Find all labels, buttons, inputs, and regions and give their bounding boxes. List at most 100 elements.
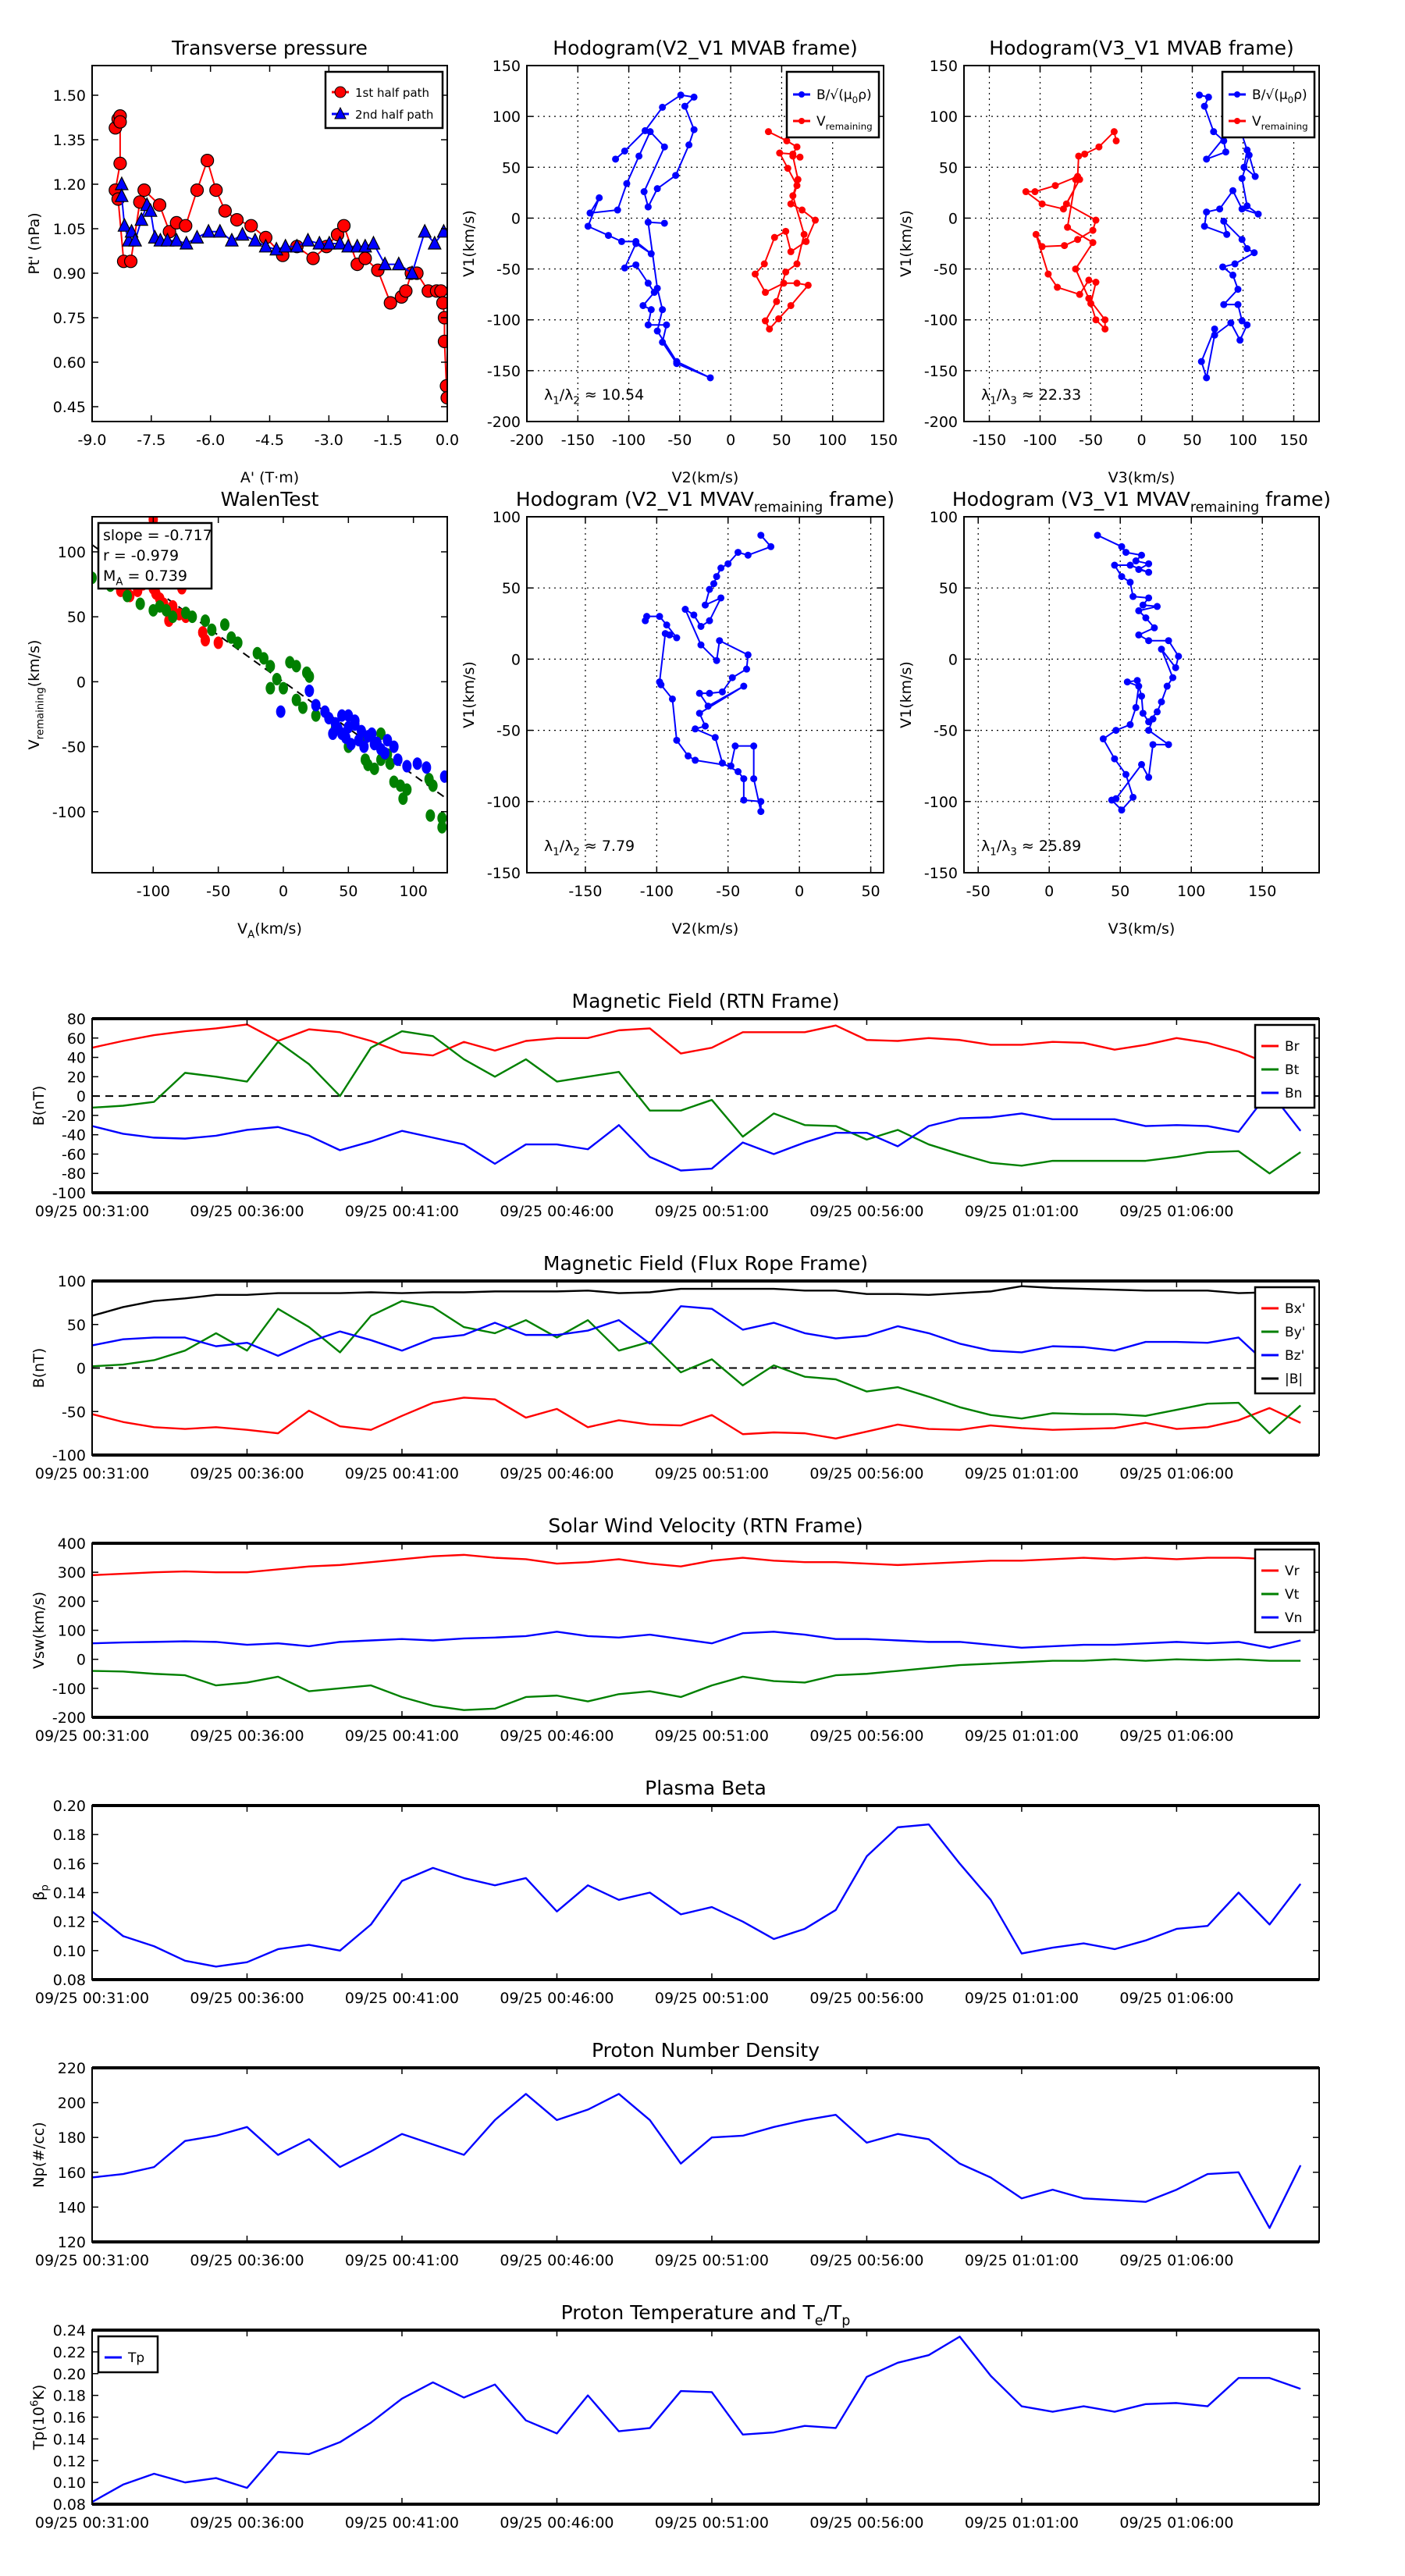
data-point (1211, 325, 1218, 333)
series-Vn (92, 1631, 1301, 1649)
y-tick-label: -200 (52, 1710, 86, 1727)
series-line (92, 1023, 1301, 1066)
x-tick-label: 09/25 00:31:00 (35, 1990, 149, 2007)
data-point (1222, 148, 1229, 156)
data-point (1095, 143, 1103, 151)
data-point (259, 652, 269, 665)
y-tick-label: 50 (502, 580, 521, 597)
legend-label: Bn (1285, 1086, 1302, 1101)
plot-area (92, 517, 447, 834)
data-point (1122, 770, 1129, 778)
data-point (653, 284, 661, 292)
data-point (614, 206, 621, 214)
chart-4 (526, 516, 884, 873)
y-tick-label: 150 (930, 58, 958, 75)
data-point (697, 641, 705, 649)
x-tick-label: 09/25 00:56:00 (809, 2252, 923, 2269)
data-point (291, 693, 301, 706)
y-tick-label: 50 (502, 159, 521, 176)
data-point (718, 688, 726, 696)
data-point (1238, 175, 1246, 183)
data-point (1062, 200, 1070, 208)
x-tick-label: -3.0 (315, 432, 343, 449)
legend (1254, 1548, 1316, 1634)
data-point (311, 709, 321, 722)
legend-label: Bz' (1285, 1348, 1304, 1364)
data-point (218, 204, 232, 218)
legend-marker (334, 106, 347, 119)
y-axis-label: Np(#/cc) (30, 2122, 48, 2187)
legend-box (1221, 70, 1316, 139)
data-point (776, 149, 784, 157)
y-tick-label: 400 (58, 1535, 86, 1553)
legend-label: Bt (1285, 1062, 1300, 1078)
y-tick-label: 60 (67, 1030, 86, 1048)
x-tick-label: 09/25 00:46:00 (500, 2252, 614, 2269)
series-line (92, 2093, 1302, 2229)
x-tick-label: -6.0 (196, 432, 225, 449)
data-point (428, 779, 438, 792)
y-tick-label: 0.18 (53, 1827, 86, 1844)
y-tick-label: 1.05 (53, 221, 86, 238)
data-point (123, 589, 132, 603)
series-Br (92, 1023, 1301, 1066)
data-point (143, 202, 158, 217)
y-tick-label: 0.18 (53, 2388, 86, 2405)
data-point (224, 232, 239, 247)
data-point (1234, 286, 1242, 294)
x-tick-label: 09/25 00:31:00 (35, 2252, 149, 2269)
x-tick-label: 09/25 00:41:00 (345, 2514, 459, 2532)
x-tick-label: 09/25 00:56:00 (809, 1465, 923, 1482)
x-tick-label: 09/25 01:06:00 (1119, 2252, 1233, 2269)
data-point (1229, 187, 1236, 194)
x-tick-label: 09/25 00:56:00 (809, 1203, 923, 1220)
data-point (1132, 557, 1140, 565)
y-tick-label: 0.12 (53, 2453, 86, 2470)
x-tick-label: -100 (137, 883, 170, 900)
data-point (1064, 223, 1072, 231)
data-point (706, 617, 713, 624)
data-point (1101, 325, 1109, 333)
data-point (1165, 741, 1172, 749)
data-point (1211, 331, 1218, 339)
y-tick-label: 1.50 (53, 87, 86, 105)
data-point (343, 709, 354, 722)
data-point (1072, 265, 1080, 273)
data-point (1061, 242, 1069, 250)
plot-area (92, 1823, 1302, 1968)
plot-area (964, 517, 1319, 873)
data-point (337, 727, 347, 740)
y-axis-label: B(nT) (30, 1086, 48, 1126)
data-point (1118, 806, 1126, 814)
series-Vt (92, 1658, 1301, 1711)
data-point (152, 198, 167, 212)
x-tick-label: 09/25 00:36:00 (190, 2514, 304, 2532)
data-point (656, 678, 663, 686)
data-point (1238, 236, 1246, 244)
chart-1 (526, 65, 884, 422)
y-tick-label: 0 (511, 210, 521, 227)
series-line (1097, 534, 1179, 811)
chart-title: Proton Temperature and Te/Tp (561, 2301, 851, 2329)
data-point (1133, 677, 1141, 685)
data-point (757, 808, 765, 816)
data-point (713, 656, 720, 664)
data-point (436, 296, 447, 310)
data-point (436, 223, 447, 238)
data-point (372, 736, 382, 749)
data-point (306, 251, 320, 265)
data-point (1051, 182, 1059, 190)
data-point (1149, 715, 1157, 723)
data-point (789, 192, 797, 200)
data-point (92, 571, 97, 585)
data-point (787, 200, 795, 208)
series-line (92, 1300, 1301, 1435)
data-point (1129, 793, 1137, 801)
data-point (782, 227, 790, 235)
data-point (291, 660, 301, 673)
chart-title: Solar Wind Velocity (RTN Frame) (548, 1514, 863, 1537)
y-tick-label: 80 (67, 1011, 86, 1028)
series-line (92, 1397, 1301, 1440)
data-point (685, 752, 692, 760)
x-tick-label: 0.0 (436, 432, 459, 449)
